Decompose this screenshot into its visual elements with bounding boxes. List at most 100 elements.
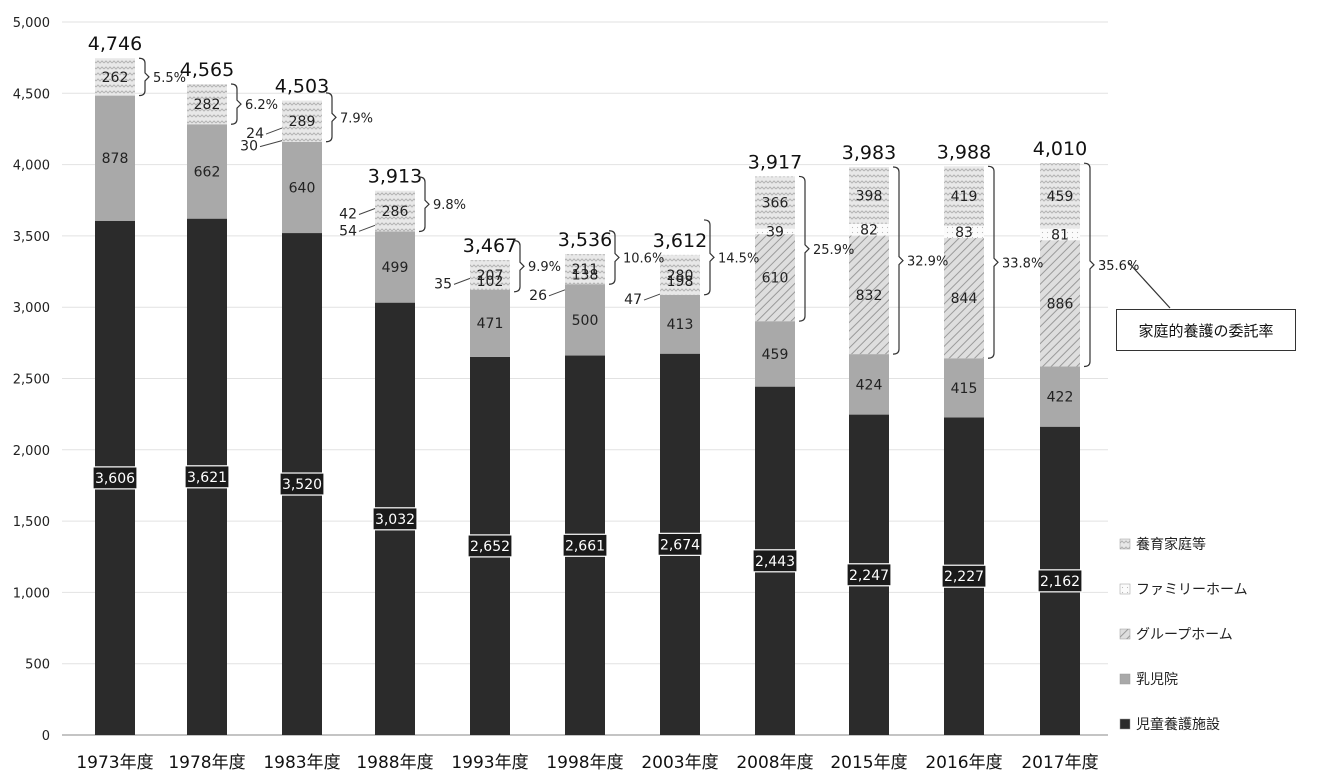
data-label-jidou-yougo: 2,652 [467, 534, 513, 558]
data-label-value: 102 [477, 274, 504, 290]
bar-segment-foster [1040, 163, 1080, 229]
x-tick-label: 1973年度 [76, 753, 153, 773]
data-label-value: 844 [951, 291, 978, 307]
bar-segment-nyujiin [1040, 366, 1080, 427]
bar-total-label: 4,010 [1033, 138, 1087, 160]
bar-segment-family-home [755, 228, 795, 235]
small-segment-leader [453, 277, 471, 285]
small-segment-label: 47 [624, 292, 642, 308]
legend-label: グループホーム [1136, 627, 1233, 643]
percent-bracket [987, 165, 999, 359]
x-tick-label: 2015年度 [830, 753, 907, 773]
data-label-box [562, 533, 608, 557]
data-label-value: 3,606 [95, 471, 135, 487]
legend-swatch [1119, 583, 1131, 595]
bar-segment-foster [849, 167, 889, 224]
percent-label: 14.5% [718, 251, 759, 266]
data-label-value: 3,520 [282, 477, 322, 493]
percent-bracket [703, 219, 715, 296]
bar-segment-foster [95, 58, 135, 96]
percent-label: 7.9% [340, 111, 373, 126]
bar-segment-nyujiin [660, 294, 700, 354]
data-label-value: 289 [289, 114, 316, 130]
bar-total-label: 4,746 [88, 33, 142, 55]
data-label-value: 262 [102, 70, 129, 86]
small-segment-label: 30 [240, 139, 258, 155]
percent-label: 33.8% [1002, 256, 1043, 271]
bar-segment-foster [282, 100, 322, 142]
percent-bracket [230, 83, 242, 125]
data-label-jidou-yougo: 3,606 [92, 466, 138, 490]
bar-segment-foster [944, 166, 984, 227]
data-label-value: 138 [572, 267, 599, 283]
bar-segment-foster [375, 190, 415, 232]
data-label-value: 422 [1047, 390, 1074, 406]
bar-segment-group-home [849, 235, 889, 355]
percent-label: 10.6% [623, 252, 664, 267]
y-tick-label: 3,500 [13, 230, 50, 245]
bar-segment-nyujiin [375, 231, 415, 303]
percent-bracket [798, 175, 810, 322]
data-label-value: 3,621 [187, 470, 227, 486]
data-label-box [941, 564, 987, 588]
data-label-jidou-yougo: 2,661 [562, 533, 608, 557]
data-label-value: 39 [766, 224, 784, 240]
percent-bracket [418, 176, 430, 233]
x-tick-label: 1978年度 [168, 753, 245, 773]
data-label-value: 459 [1047, 189, 1074, 205]
data-label-box [184, 465, 230, 489]
data-label-jidou-yougo: 2,443 [752, 549, 798, 573]
data-label-value: 198 [667, 274, 694, 290]
data-label-box [467, 534, 513, 558]
percent-bracket [1083, 162, 1095, 368]
bar-segment-family-home [1040, 228, 1080, 241]
small-segment-leader [643, 293, 661, 301]
small-segment-leader [259, 140, 283, 148]
data-label-value: 207 [477, 268, 504, 284]
percent-bracket [325, 92, 337, 143]
data-label-value: 832 [856, 288, 883, 304]
bar-segment-nyujiin [755, 321, 795, 387]
data-label-value: 2,661 [565, 538, 605, 554]
data-label-value: 640 [289, 180, 316, 196]
small-segment-label: 42 [339, 207, 357, 223]
x-tick-label: 2008年度 [736, 753, 813, 773]
small-segment-label: 54 [339, 223, 357, 239]
data-label-box [279, 472, 325, 496]
data-label-value: 2,443 [755, 554, 795, 570]
y-tick-label: 1,000 [13, 586, 50, 601]
callout-pointer [1127, 261, 1171, 309]
y-tick-label: 500 [25, 658, 50, 673]
legend-swatch [1119, 628, 1131, 640]
percent-label: 32.9% [907, 255, 948, 270]
small-segment-label: 35 [434, 276, 452, 292]
data-label-box [657, 532, 703, 556]
y-tick-label: 2,000 [13, 444, 50, 459]
y-tick-label: 4,000 [13, 159, 50, 174]
data-label-value: 415 [951, 381, 978, 397]
percent-label: 9.9% [528, 260, 561, 275]
percent-bracket [608, 230, 620, 285]
percent-bracket [513, 240, 525, 293]
data-label-value: 459 [762, 347, 789, 363]
data-label-jidou-yougo: 3,520 [279, 472, 325, 496]
data-label-jidou-yougo: 2,247 [846, 563, 892, 587]
x-tick-label: 1998年度 [546, 753, 623, 773]
bar-segment-foster [565, 254, 605, 285]
legend-swatch [1119, 718, 1131, 730]
data-label-value: 413 [667, 317, 694, 333]
data-label-value: 83 [955, 225, 973, 241]
bar-total-label: 3,612 [653, 230, 707, 252]
data-label-value: 280 [667, 268, 694, 284]
small-segment-label: 26 [529, 288, 547, 304]
bar-segment-nyujiin [470, 289, 510, 357]
bar-segment-foster [470, 260, 510, 290]
legend-swatch [1119, 538, 1131, 550]
x-tick-label: 1993年度 [451, 753, 528, 773]
data-label-value: 610 [762, 271, 789, 287]
bar-total-label: 3,917 [748, 151, 802, 173]
data-label-value: 366 [762, 196, 789, 212]
bar-segment-foster [187, 84, 227, 125]
bar-segment-family-home [944, 226, 984, 238]
